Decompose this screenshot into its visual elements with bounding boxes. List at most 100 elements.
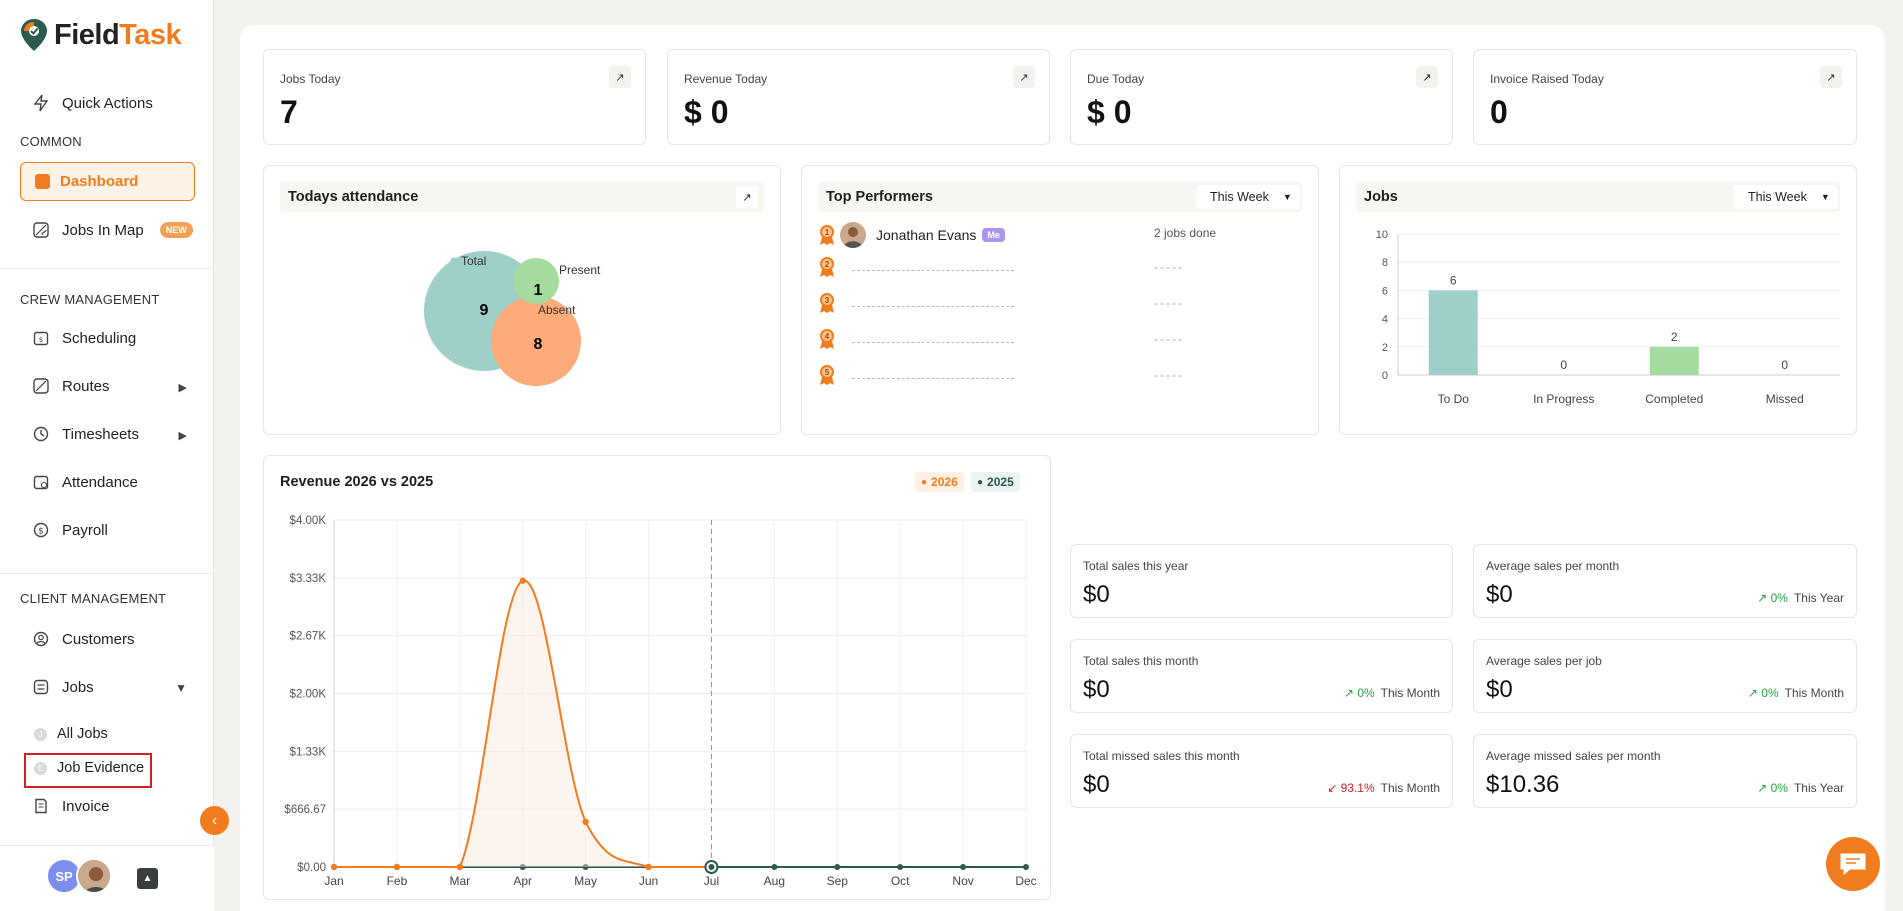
data-point-2025 <box>834 864 841 870</box>
period-label: This Week <box>1210 190 1269 204</box>
legend-2026[interactable]: ● 2026 <box>915 472 964 492</box>
chevron-right-icon[interactable]: ▶ <box>178 382 187 394</box>
kpi-card-revenue-today[interactable]: Revenue Today $ 0 ↗ <box>667 49 1050 145</box>
legend-dot: ● <box>921 476 928 488</box>
dashboard-icon <box>35 174 50 189</box>
series-area-2026 <box>334 580 712 867</box>
x-tick-label: Mar <box>449 874 470 888</box>
sidebar-item-label: Routes <box>62 377 110 395</box>
sidebar-item-job-evidence[interactable]: E Job Evidence <box>34 760 144 776</box>
brand-name: FieldTask <box>54 18 182 51</box>
arrow-up-right-icon[interactable]: ↗ <box>609 66 631 88</box>
performer-row: 1 Jonathan Evans Me <box>818 222 1005 248</box>
main-content: Jobs Today 7 ↗ Revenue Today $ 0 ↗ Due T… <box>240 25 1885 911</box>
medal-icon: 5 <box>820 365 834 385</box>
arrow-up-right-icon[interactable]: ↗ <box>1013 66 1035 88</box>
bar <box>1428 290 1478 375</box>
sidebar-item-scheduling[interactable]: $ Scheduling <box>32 329 136 347</box>
sidebar-item-payroll[interactable]: $ Payroll <box>32 521 108 539</box>
chevron-down-icon[interactable]: ▼ <box>175 681 187 695</box>
period-select[interactable]: This Week ▼ <box>1734 185 1838 209</box>
y-tick-label: $3.33K <box>290 573 327 585</box>
kpi-card-invoice-raised-today[interactable]: Invoice Raised Today 0 ↗ <box>1473 49 1857 145</box>
rank-number: 4 <box>825 332 830 341</box>
attendance-venn: Total Present Absent 9 1 8 <box>424 251 601 386</box>
x-tick-label: Jan <box>324 874 343 888</box>
present-label: Present <box>559 263 601 277</box>
y-tick-label: $0.00 <box>297 862 326 874</box>
y-tick-label: $1.33K <box>290 746 327 758</box>
legend-dot: ● <box>977 476 984 488</box>
data-point-2026 <box>645 863 652 871</box>
x-tick-label: Jun <box>639 874 658 888</box>
chevron-right-icon[interactable]: ▶ <box>178 430 187 442</box>
kpi-value: 0 <box>1490 94 1508 130</box>
stat-card[interactable]: Total sales this year $0 <box>1070 544 1453 618</box>
rank-number: 3 <box>825 296 830 305</box>
sidebar-item-label: Job Evidence <box>57 760 145 776</box>
legend-label: 2026 <box>931 475 958 489</box>
performer-name: Jonathan Evans <box>876 227 977 243</box>
period-label: This Week <box>1748 190 1807 204</box>
revenue-line-chart: $0.00 $666.67 $1.33K $2.00K $2.67K $3.33K $4.0… <box>284 515 1036 888</box>
data-label: 0 <box>1560 358 1567 372</box>
absent-dot <box>527 306 535 314</box>
x-tick-label: Oct <box>891 874 910 888</box>
me-badge: Me <box>982 228 1005 242</box>
empty-name-placeholder <box>852 270 1014 271</box>
x-tick-label: Completed <box>1645 392 1703 406</box>
avatar[interactable]: SP <box>46 858 82 894</box>
sidebar-item-jobs-in-map[interactable]: Jobs In Map NEW <box>32 221 193 239</box>
sidebar-item-jobs[interactable]: Jobs <box>32 678 94 696</box>
sidebar-item-all-jobs[interactable]: J All Jobs <box>34 726 108 742</box>
x-tick-label: Apr <box>513 874 532 888</box>
kpi-card-due-today[interactable]: Due Today $ 0 ↗ <box>1070 49 1453 145</box>
bolt-icon <box>32 94 50 112</box>
sidebar-item-customers[interactable]: Customers <box>32 630 135 648</box>
clock-icon <box>32 425 50 443</box>
y-tick-label: 8 <box>1382 257 1388 269</box>
caret-down-icon: ▼ <box>1820 192 1830 202</box>
chevron-up-icon[interactable]: ▲ <box>137 868 158 889</box>
y-tick-label: 10 <box>1376 229 1388 241</box>
empty-jobs-placeholder: ----- <box>1154 260 1184 274</box>
sidebar-item-label: All Jobs <box>57 726 108 742</box>
stat-card[interactable]: Average sales per job $0 ↗ 0% This Month <box>1473 639 1857 713</box>
avatar-photo[interactable] <box>76 858 112 894</box>
performer-row: 2 <box>818 256 836 278</box>
logo[interactable]: FieldTask <box>20 18 182 52</box>
stat-card[interactable]: Total sales this month $0 ↗ 0% This Month <box>1070 639 1453 713</box>
sidebar-item-routes[interactable]: Routes <box>32 377 192 395</box>
arrow-up-right-icon[interactable]: ↗ <box>1416 66 1438 88</box>
kpi-card-jobs-today[interactable]: Jobs Today 7 ↗ <box>263 49 646 145</box>
sidebar-item-timesheets[interactable]: Timesheets <box>32 425 139 443</box>
arrow-up-right-icon[interactable]: ↗ <box>736 186 758 208</box>
empty-name-placeholder <box>852 342 1014 343</box>
performer-row: 5 <box>818 364 836 386</box>
empty-jobs-placeholder: ----- <box>1154 296 1184 310</box>
data-point-2025 <box>771 864 778 870</box>
collapse-sidebar-button[interactable]: ‹ <box>200 806 229 835</box>
stat-change: ↗ 0% This Year <box>1757 591 1844 605</box>
stat-value: $10.36 <box>1486 771 1560 798</box>
sidebar-item-quick-actions[interactable]: Quick Actions <box>32 94 153 112</box>
arrow-up-right-icon[interactable]: ↗ <box>1820 66 1842 88</box>
medal-icon: 4 <box>820 329 834 349</box>
attendance-icon <box>32 473 50 491</box>
stat-card[interactable]: Total missed sales this month $0 ↙ 93.1% Th… <box>1070 734 1453 808</box>
legend-label: 2025 <box>987 475 1014 489</box>
stat-card[interactable]: Average missed sales per month $10.36 ↗ 0%… <box>1473 734 1857 808</box>
chat-button[interactable] <box>1826 837 1880 891</box>
total-dot <box>450 257 458 265</box>
sidebar-item-dashboard[interactable]: Dashboard <box>20 162 195 201</box>
sidebar-item-attendance[interactable]: Attendance <box>32 473 138 491</box>
stat-card[interactable]: Average sales per month $0 ↗ 0% This Year <box>1473 544 1857 618</box>
sidebar-item-label: Attendance <box>62 473 138 491</box>
stat-value: $0 <box>1083 676 1110 703</box>
rank-number: 1 <box>825 228 830 237</box>
kpi-label: Invoice Raised Today <box>1490 72 1604 86</box>
legend-2025[interactable]: ● 2025 <box>971 472 1020 492</box>
sidebar-item-invoice[interactable]: Invoice <box>32 797 110 815</box>
x-tick-label: May <box>574 874 597 888</box>
period-select[interactable]: This Week ▼ <box>1196 185 1300 209</box>
